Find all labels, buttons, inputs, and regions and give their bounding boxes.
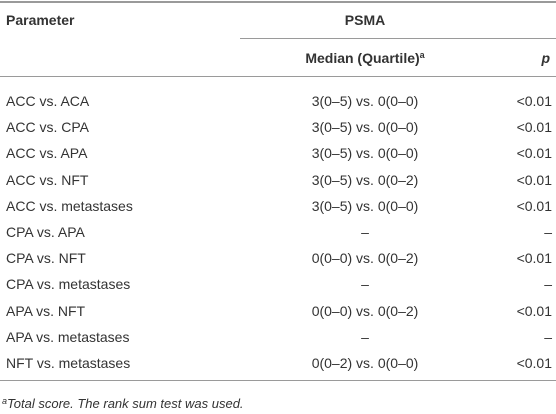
cell-parameter: ACC vs. metastases bbox=[6, 197, 133, 214]
cell-median: – bbox=[361, 328, 369, 345]
cell-median: 3(0–5) vs. 0(0–0) bbox=[311, 119, 419, 136]
cell-median: – bbox=[361, 224, 369, 240]
cell-p: <0.01 bbox=[516, 355, 552, 371]
header-median: Median (Quartile)a bbox=[305, 49, 424, 67]
cell-p: <0.01 bbox=[516, 197, 552, 214]
cell-median: 0(0–0) vs. 0(0–2) bbox=[311, 302, 419, 319]
header-p: p bbox=[541, 50, 550, 66]
cell-parameter: ACC vs. NFT bbox=[6, 171, 89, 188]
cell-median: 3(0–5) vs. 0(0–2) bbox=[311, 171, 419, 188]
cell-p: <0.01 bbox=[516, 145, 552, 162]
header-median-text: Median (Quartile) bbox=[305, 50, 420, 66]
cell-parameter: ACC vs. APA bbox=[6, 145, 88, 162]
cell-parameter: CPA vs. metastases bbox=[6, 276, 131, 293]
cell-median: 3(0–5) vs. 0(0–0) bbox=[311, 145, 419, 162]
cell-p: <0.01 bbox=[516, 250, 552, 267]
cell-parameter: APA vs. NFT bbox=[6, 302, 86, 319]
cell-p: – bbox=[544, 224, 552, 240]
header-group: PSMA bbox=[344, 12, 386, 28]
header-rule bbox=[0, 76, 556, 77]
cell-parameter: APA vs. metastases bbox=[6, 328, 130, 345]
cell-p: <0.01 bbox=[516, 171, 552, 188]
cell-p: – bbox=[544, 328, 552, 345]
cell-parameter: ACC vs. ACA bbox=[6, 93, 90, 109]
cell-p: <0.01 bbox=[516, 302, 552, 319]
cell-parameter: CPA vs. APA bbox=[6, 224, 85, 240]
cell-p: <0.01 bbox=[516, 93, 552, 109]
cell-median: 3(0–5) vs. 0(0–0) bbox=[311, 197, 419, 214]
cell-p: – bbox=[544, 276, 552, 293]
group-rule bbox=[240, 38, 556, 39]
cell-parameter: ACC vs. CPA bbox=[6, 119, 89, 136]
cell-p: <0.01 bbox=[516, 119, 552, 136]
header-parameter: Parameter bbox=[6, 12, 75, 28]
cell-median: 3(0–5) vs. 0(0–0) bbox=[311, 93, 419, 109]
cell-median: – bbox=[361, 276, 369, 293]
cell-median: 0(0–2) vs. 0(0–0) bbox=[311, 355, 419, 371]
cell-parameter: CPA vs. NFT bbox=[6, 250, 86, 267]
cell-parameter: NFT vs. metastases bbox=[6, 355, 131, 371]
footnote: aTotal score. The rank sum test was used… bbox=[2, 395, 244, 413]
top-rule bbox=[0, 1, 556, 3]
bottom-rule bbox=[0, 380, 556, 381]
footnote-text: Total score. The rank sum test was used. bbox=[7, 396, 244, 411]
footnote-marker: a bbox=[2, 396, 8, 406]
header-median-sup: a bbox=[419, 50, 425, 60]
cell-median: 0(0–0) vs. 0(0–2) bbox=[311, 250, 419, 267]
